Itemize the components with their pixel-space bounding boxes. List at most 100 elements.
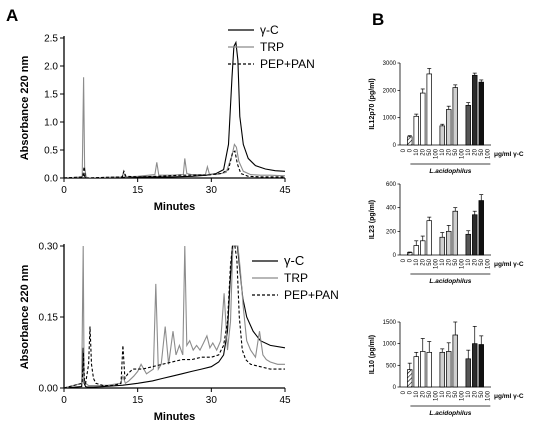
x-tick-label: 30 [206,185,218,196]
y-axis-title: Absorbance 220 nm [19,265,31,370]
x-tick-label: 50 [453,390,459,397]
series-line-trp [64,245,285,388]
x-tick-label: 0 [401,390,407,394]
x-unit-label: μg/ml γ-C [494,393,524,400]
bar [472,214,478,256]
x-tick-label: 20 [420,258,426,265]
x-tick-label: 10 [440,390,446,397]
x-tick-label: 50 [479,390,485,397]
bar [413,245,419,256]
y-tick-label: 0 [393,253,397,259]
y-tick-label: 1000 [383,116,397,122]
y-tick-label: 0.15 [39,313,59,324]
legend-label: TRP [284,271,308,285]
x-tick-label: 10 [414,148,420,155]
y-tick-label: 200 [386,229,397,235]
legend-label: PEP+PAN [260,57,315,71]
group-label: L.acidophilus [429,278,471,285]
group-label: L.acidophilus [429,168,471,175]
series-line-gamma-c [64,245,285,388]
x-tick-label: 20 [446,148,452,155]
bar [446,351,452,388]
bar [478,200,484,256]
series-line-pep-pan [64,150,285,178]
y-tick-label: 0 [393,385,397,391]
x-tick-label: 0 [61,395,67,406]
y-tick-label: 600 [386,182,397,188]
bar [446,230,452,256]
x-tick-label: 0 [407,390,413,394]
series-line-gamma-c [64,40,285,178]
y-tick-label: 400 [386,206,397,212]
x-tick-label: 100 [459,390,465,401]
y-tick-label: 2000 [383,88,397,94]
bar [478,344,484,388]
panel-a-label: A [6,6,18,25]
x-unit-label: μg/ml γ-C [494,261,524,268]
x-tick-label: 20 [472,390,478,397]
x-tick-label: 10 [440,258,446,265]
y-tick-label: 1.5 [44,90,58,101]
bar [452,210,458,256]
legend-label: γ-C [284,253,304,268]
x-tick-label: 100 [459,258,465,269]
y-tick-label: 0 [393,143,397,149]
y-tick-label: 1.0 [44,118,58,129]
x-tick-label: 0 [61,185,67,196]
x-tick-label: 100 [485,390,491,401]
bar [439,351,445,388]
bar [478,81,484,146]
y-tick-label: 0.30 [39,242,59,253]
bar [407,252,413,256]
x-tick-label: 0 [407,258,413,262]
bar [426,73,432,146]
x-tick-label: 10 [414,390,420,397]
bar [452,87,458,146]
bar [413,356,419,388]
x-tick-label: 20 [472,148,478,155]
x-tick-label: 45 [279,395,291,406]
x-tick-label: 100 [433,258,439,269]
x-tick-label: 20 [472,258,478,265]
bar [426,351,432,388]
bar [407,369,413,388]
panel-b-label: B [372,10,384,29]
x-tick-label: 15 [132,185,144,196]
bar [407,136,413,146]
x-tick-label: 50 [479,258,485,265]
x-tick-label: 50 [427,390,433,397]
x-tick-label: 0 [401,148,407,152]
x-unit-label: μg/ml γ-C [494,151,524,158]
x-axis-title: Minutes [154,411,196,423]
bar [446,109,452,146]
bar [420,240,426,256]
x-tick-label: 50 [479,148,485,155]
x-tick-label: 10 [414,258,420,265]
y-axis-title: IL23 (pg/ml) [369,200,376,239]
y-tick-label: 0.5 [44,146,58,157]
y-axis-title: Absorbance 220 nm [19,56,31,161]
y-tick-label: 0.0 [44,174,58,185]
x-tick-label: 50 [427,258,433,265]
x-tick-label: 100 [433,390,439,401]
x-tick-label: 0 [401,258,407,262]
chromatogram-bottom: 0.00 0.15 0.30 0 15 30 45 Minutes Absorbance 220… [19,242,339,424]
bar [452,334,458,388]
bar [465,358,471,388]
x-tick-label: 20 [420,390,426,397]
bar [420,351,426,388]
x-tick-label: 20 [446,258,452,265]
x-tick-label: 45 [279,185,291,196]
x-tick-label: 100 [485,148,491,159]
x-tick-label: 50 [453,148,459,155]
legend-label: TRP [260,40,284,54]
x-tick-label: 10 [466,390,472,397]
y-tick-label: 500 [386,363,397,369]
x-tick-label: 20 [420,148,426,155]
y-axis-title: IL12p70 (pg/ml) [369,78,376,129]
y-tick-label: 0.00 [39,384,59,395]
